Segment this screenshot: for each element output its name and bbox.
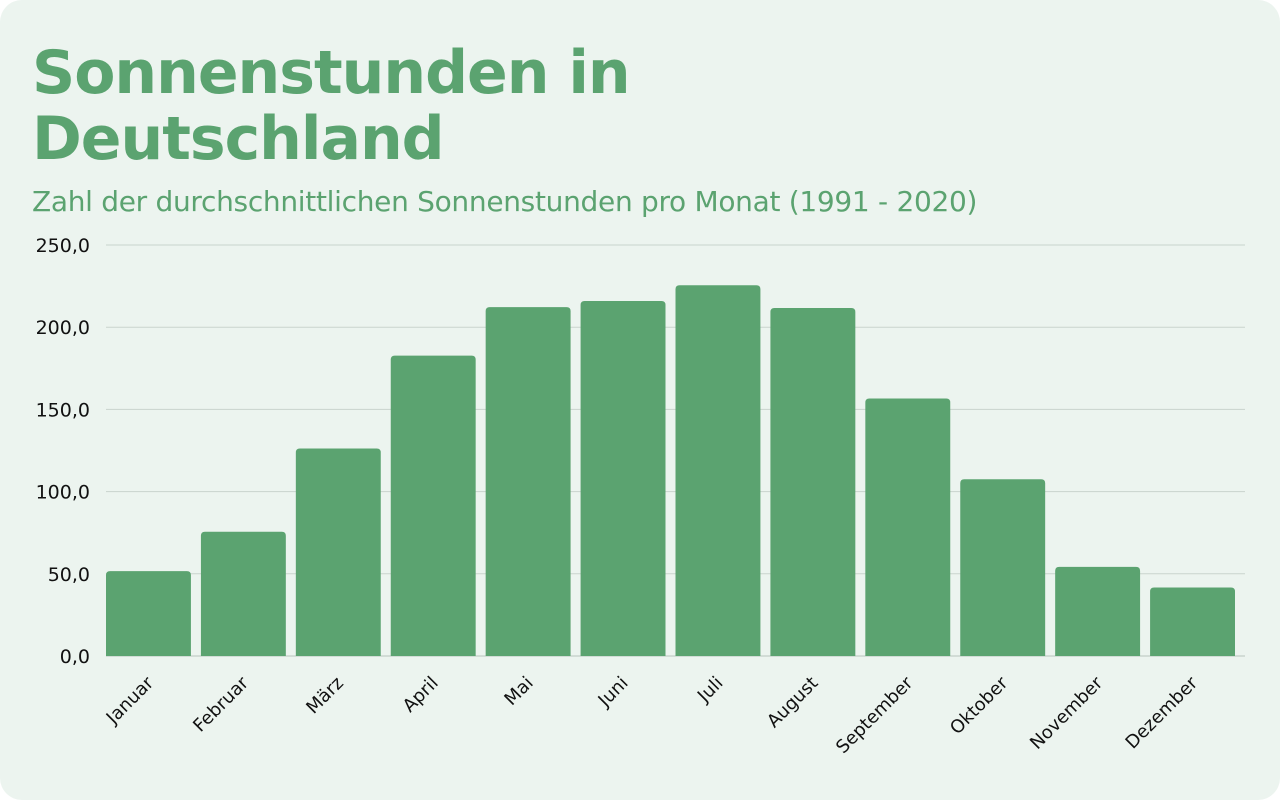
bar-november [1055,566,1141,656]
x-tick-label: Februar [189,672,253,736]
bar-oktober [960,479,1046,656]
x-tick-label: September [832,672,918,758]
x-tick-label: März [302,673,348,719]
y-tick-label: 200,0 [36,317,90,339]
x-tick-label: August [763,673,822,732]
bar-mai [485,307,571,656]
x-tick-label: Oktober [946,672,1013,739]
y-tick-label: 0,0 [60,646,90,668]
x-tick-label: November [1026,672,1107,753]
y-tick-label: 100,0 [36,482,90,504]
bar-märz [295,448,381,656]
bar-juni [580,301,666,656]
bars [106,285,1235,656]
y-axis: 0,0 50,0 100,0 150,0 200,0 250,0 [36,235,90,668]
bar-februar [200,531,286,656]
x-tick-label: Januar [102,672,159,729]
chart-subtitle: Zahl der durchschnittlichen Sonnenstunde… [32,185,978,218]
bar-april [390,355,476,656]
bar-januar [106,571,191,656]
chart-title: Sonnenstunden in Deutschland [32,38,631,174]
x-axis: Januar Februar März April Mai Juni Juli August S… [102,672,1203,758]
y-tick-label: 250,0 [36,235,90,257]
y-tick-label: 50,0 [48,564,90,586]
bar-september [865,398,951,656]
bar-dezember [1150,587,1235,656]
x-tick-label: Juni [594,673,633,712]
bar-juli [675,285,761,656]
bar-august [770,307,856,656]
x-tick-label: April [399,673,443,717]
x-tick-label: Juli [693,673,727,707]
x-tick-label: Dezember [1122,672,1203,753]
y-tick-label: 150,0 [36,399,90,421]
x-tick-label: Mai [500,673,537,710]
